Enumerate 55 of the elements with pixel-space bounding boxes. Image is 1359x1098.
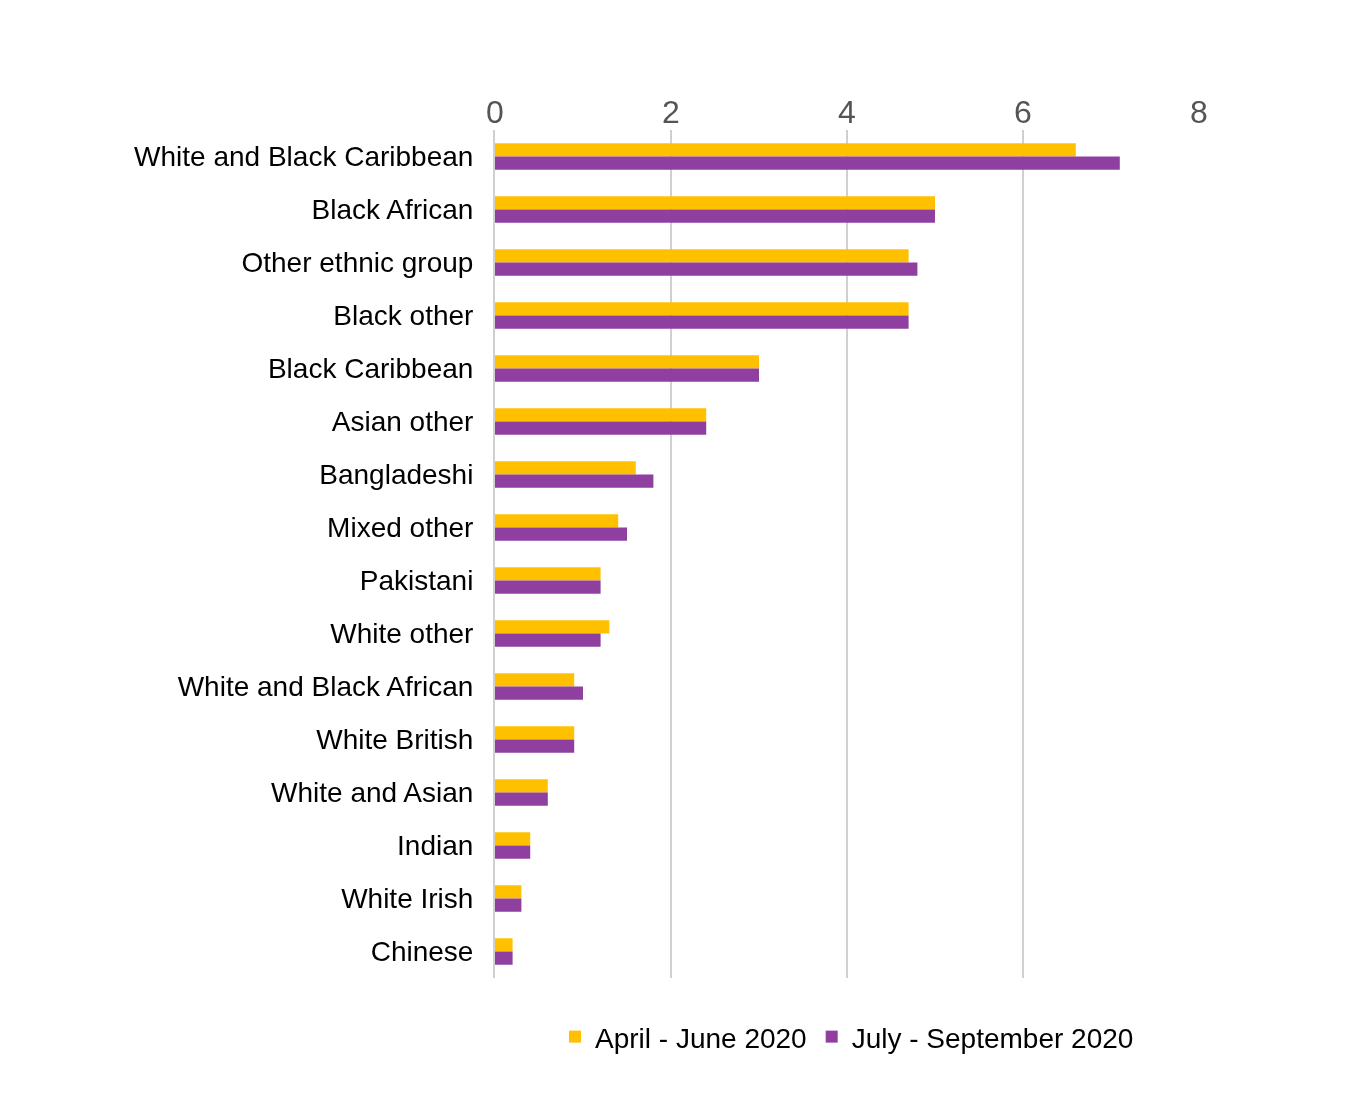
y-tick-label: White and Black Caribbean — [134, 141, 474, 173]
bar — [495, 739, 575, 753]
y-tick-label: Mixed other — [327, 512, 474, 544]
y-tick-label: White and Asian — [271, 777, 474, 809]
bar — [495, 514, 619, 528]
bar — [495, 620, 610, 634]
y-tick-label: Asian other — [331, 406, 474, 438]
y-tick-label: Bangladeshi — [319, 459, 474, 491]
x-tick-label: 8 — [1190, 93, 1208, 130]
bar — [495, 355, 759, 369]
bar — [495, 461, 636, 475]
legend-label: July - September 2020 — [851, 1022, 1134, 1054]
bar — [495, 209, 935, 223]
y-tick-label: Indian — [397, 830, 474, 862]
bar — [495, 686, 583, 700]
bar — [495, 792, 548, 806]
bar — [495, 951, 513, 965]
y-tick-label: White British — [316, 724, 474, 756]
legend-label: April - June 2020 — [595, 1022, 807, 1054]
bar — [495, 421, 707, 435]
x-tick-label: 4 — [838, 93, 856, 130]
y-tick-label: Black Caribbean — [267, 353, 474, 385]
bar — [495, 143, 1076, 157]
bar — [495, 527, 627, 541]
bar — [495, 673, 575, 687]
y-tick-label: Chinese — [370, 936, 474, 968]
bar — [495, 938, 513, 952]
bar — [495, 567, 601, 581]
y-tick-label: Other ethnic group — [241, 247, 474, 279]
y-tick-label: Pakistani — [359, 565, 474, 597]
bar — [495, 249, 909, 263]
bar — [495, 885, 522, 899]
bar — [495, 633, 601, 647]
bar — [495, 408, 707, 422]
bar — [495, 368, 759, 382]
bar — [495, 474, 654, 488]
y-tick-label: Black other — [333, 300, 474, 332]
x-tick-label: 6 — [1014, 93, 1032, 130]
bar — [495, 898, 522, 912]
bar — [495, 196, 935, 210]
bar — [495, 580, 601, 594]
bar — [495, 302, 909, 316]
bar — [495, 315, 909, 329]
bar — [495, 262, 918, 276]
x-tick-label: 0 — [486, 93, 504, 130]
y-tick-label: Black African — [311, 194, 474, 226]
y-tick-label: White Irish — [341, 883, 474, 915]
y-tick-label: White other — [330, 618, 474, 650]
y-tick-label: White and Black African — [177, 671, 474, 703]
bar — [495, 832, 531, 846]
bar — [495, 726, 575, 740]
x-tick-label: 2 — [662, 93, 680, 130]
bar — [495, 156, 1120, 170]
bar — [495, 845, 531, 859]
bar — [495, 779, 548, 793]
